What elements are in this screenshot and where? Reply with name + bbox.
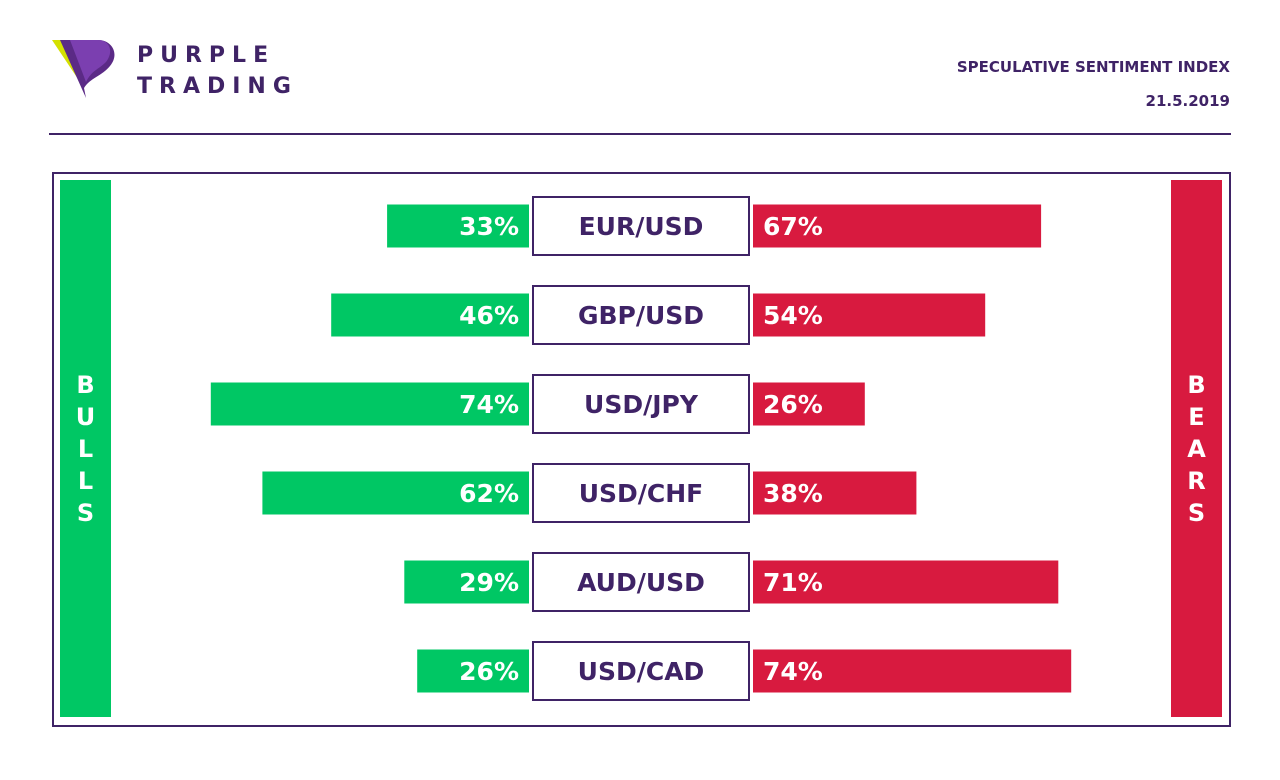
currency-pair-label: EUR/USD — [579, 212, 704, 241]
currency-pair-box — [532, 374, 750, 434]
bulls-bar — [210, 382, 530, 426]
currency-pair-label: USD/JPY — [584, 390, 699, 419]
bulls-letter: B — [76, 370, 95, 399]
currency-pair-label: AUD/USD — [577, 568, 705, 597]
bulls-percent-label: 74% — [459, 390, 519, 419]
bears-letter: E — [1188, 402, 1205, 431]
bears-bar — [753, 204, 1042, 248]
bulls-percent-label: 62% — [459, 479, 519, 508]
chart-frame — [52, 172, 1231, 727]
bears-percent-label: 71% — [763, 568, 823, 597]
brand-line-1: PURPLE — [137, 43, 276, 68]
currency-pair-label: GBP/USD — [578, 301, 704, 330]
bulls-bar — [417, 649, 529, 693]
bears-letter: R — [1187, 466, 1206, 495]
purple-trading-logo-icon — [52, 40, 115, 98]
bears-percent-label: 38% — [763, 479, 823, 508]
page-title: SPECULATIVE SENTIMENT INDEX — [956, 58, 1230, 76]
currency-pair-box — [532, 552, 750, 612]
bears-percent-label: 26% — [763, 390, 823, 419]
bears-letter: A — [1187, 434, 1206, 463]
bears-bar — [753, 293, 986, 337]
bulls-letter: L — [77, 466, 94, 495]
currency-pair-box — [532, 641, 750, 701]
bears-bar — [753, 560, 1059, 604]
currency-pair-label: USD/CHF — [579, 479, 704, 508]
brand-name: PURPLE TRADING — [137, 40, 298, 102]
bears-letter: B — [1187, 370, 1206, 399]
bulls-letter: S — [76, 498, 95, 527]
brand-line-2: TRADING — [137, 74, 298, 99]
bulls-bar — [387, 204, 529, 248]
bulls-percent-label: 46% — [459, 301, 519, 330]
bulls-letter: L — [77, 434, 94, 463]
bears-letter: S — [1187, 498, 1206, 527]
report-date: 21.5.2019 — [1145, 92, 1230, 110]
bears-bar — [753, 471, 917, 515]
bears-bar — [753, 382, 865, 426]
bulls-bar — [404, 560, 529, 604]
header-divider — [49, 133, 1231, 135]
bulls-letter: U — [75, 402, 96, 431]
bears-bar — [753, 649, 1072, 693]
currency-pair-box — [532, 196, 750, 256]
currency-pair-box — [532, 463, 750, 523]
bears-percent-label: 54% — [763, 301, 823, 330]
bulls-percent-label: 33% — [459, 212, 519, 241]
bulls-percent-label: 26% — [459, 657, 519, 686]
bulls-percent-label: 29% — [459, 568, 519, 597]
bulls-bar — [331, 293, 529, 337]
bulls-bar — [262, 471, 529, 515]
bears-percent-label: 74% — [763, 657, 823, 686]
currency-pair-box — [532, 285, 750, 345]
currency-pair-label: USD/CAD — [578, 657, 705, 686]
bears-percent-label: 67% — [763, 212, 823, 241]
